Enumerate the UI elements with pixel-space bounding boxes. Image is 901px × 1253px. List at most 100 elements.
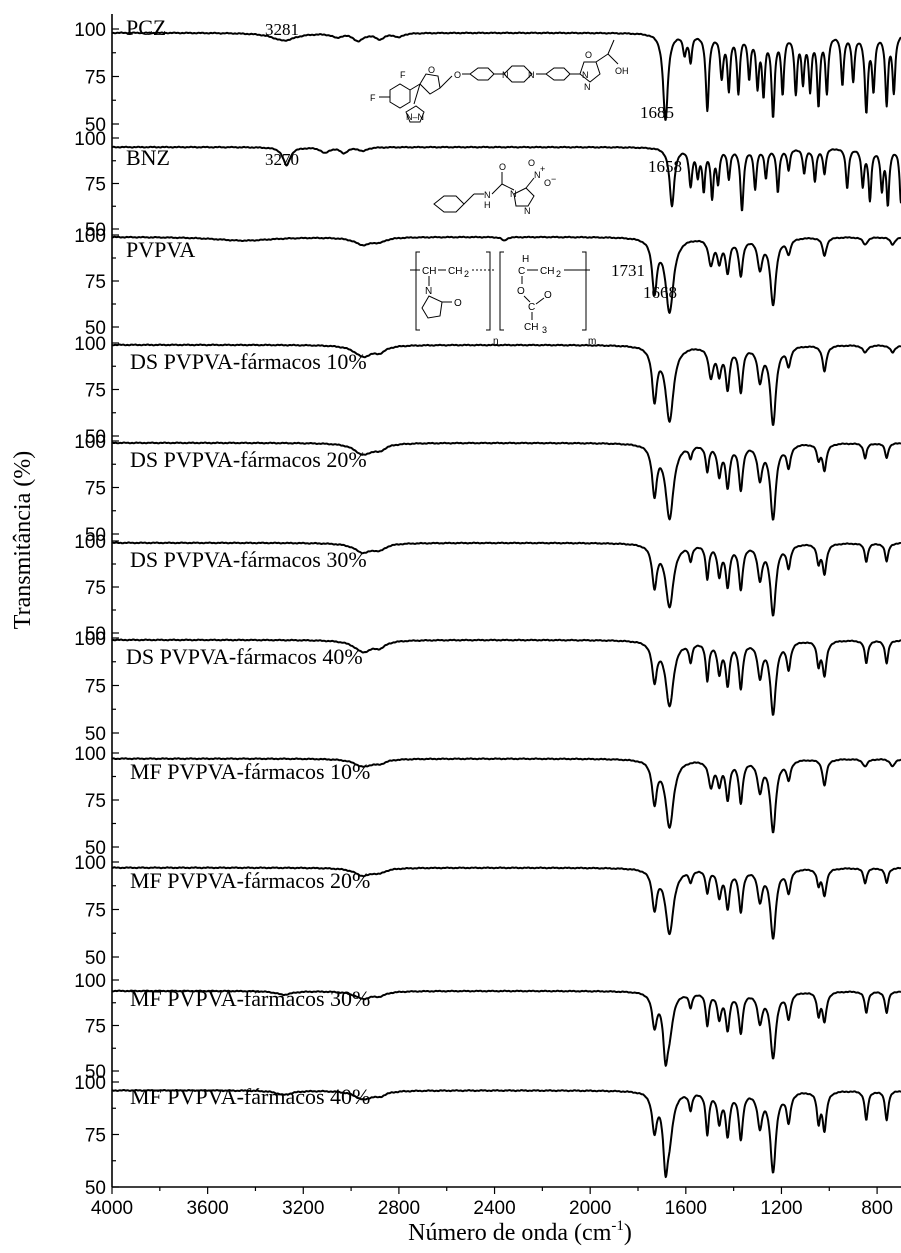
svg-text:N: N: [534, 170, 541, 180]
svg-text:N: N: [425, 286, 432, 297]
x-tick-label: 3600: [186, 1198, 228, 1219]
svg-text:N: N: [510, 189, 517, 199]
panel-8: 50 75 100 MF PVPVA-fármacos 10%: [74, 744, 901, 859]
panel-1: 50 75 100 PCZ 3281 1685: [74, 15, 901, 136]
peak-annotation: 1668: [643, 283, 677, 302]
panel-6: 50 75 100 DS PVPVA-fármacos 30%: [74, 532, 901, 645]
svg-text:N: N: [528, 70, 535, 80]
y-tick-label: 50: [85, 1062, 106, 1083]
svg-text:C: C: [528, 302, 535, 313]
spectrum-line: [111, 441, 901, 521]
y-tick-label: 75: [85, 578, 106, 599]
y-tick-label: 75: [85, 175, 106, 196]
y-tick-label: 75: [85, 677, 106, 698]
svg-text:O: O: [454, 298, 462, 309]
y-tick-label: 50: [85, 220, 106, 241]
series-label: MF PVPVA-fármacos 10%: [130, 759, 370, 784]
svg-text:CH: CH: [422, 266, 436, 277]
series-label: MF PVPVA-fármacos 40%: [130, 1084, 370, 1109]
spectrum-line: [111, 866, 901, 940]
svg-text:m: m: [588, 336, 596, 347]
peak-annotation: 3270: [265, 150, 299, 169]
peak-annotation: 1685: [640, 103, 674, 122]
x-tick-label: 2400: [473, 1198, 515, 1219]
series-label: MF PVPVA-fármacos 30%: [130, 986, 370, 1011]
svg-text:N: N: [582, 70, 589, 80]
svg-text:2: 2: [556, 269, 561, 279]
x-tick-label: 1600: [665, 1198, 707, 1219]
spectrum-line: [111, 541, 901, 617]
y-tick-label: 100: [74, 334, 106, 355]
y-axis-title: Transmitância (%): [10, 451, 36, 629]
x-tick-label: 800: [861, 1198, 893, 1219]
series-label: DS PVPVA-fármacos 40%: [126, 644, 363, 669]
svg-text:2: 2: [464, 269, 469, 279]
series-label: PCZ: [126, 15, 166, 40]
y-tick-label: 100: [74, 532, 106, 553]
svg-text:O: O: [544, 290, 552, 301]
y-tick-label: 50: [85, 427, 106, 448]
series-label: MF PVPVA-fármacos 20%: [130, 868, 370, 893]
bnz-structure: N H O N N N + O − O: [433, 158, 556, 216]
y-tick-label: 75: [85, 381, 106, 402]
y-tick-label: 50: [85, 624, 106, 645]
y-tick-label: 75: [85, 479, 106, 500]
x-tick-label: 1200: [760, 1198, 802, 1219]
y-tick-label: 75: [85, 1126, 106, 1147]
svg-text:N: N: [502, 70, 509, 80]
spectrum-line: [111, 989, 901, 1067]
x-tick-label: 2800: [378, 1198, 420, 1219]
y-tick-label: 75: [85, 791, 106, 812]
panel-5: 50 75 100 DS PVPVA-fármacos 20%: [74, 432, 901, 546]
y-tick-label: 50: [85, 948, 106, 969]
svg-text:3: 3: [542, 325, 547, 335]
spectrum-line: [111, 235, 901, 314]
y-tick-label: 100: [74, 432, 106, 453]
y-tick-label: 100: [74, 744, 106, 765]
spectrum-line: [111, 343, 901, 426]
svg-text:H: H: [484, 200, 491, 210]
y-tick-label: 75: [85, 68, 106, 89]
svg-text:O: O: [428, 65, 435, 75]
y-tick-label: 100: [74, 971, 106, 992]
svg-text:N: N: [584, 82, 591, 92]
pcz-structure: F F O N–N O N N O N N OH: [370, 39, 629, 123]
svg-text:N: N: [524, 206, 531, 216]
x-tick-label: 4000: [91, 1198, 133, 1219]
svg-text:O: O: [544, 178, 551, 188]
y-tick-label: 50: [85, 525, 106, 546]
y-tick-label: 75: [85, 1017, 106, 1038]
y-tick-label: 75: [85, 901, 106, 922]
y-tick-label: 50: [85, 724, 106, 745]
panel-11: 50 75 100 MF PVPVA-fármacos 40%: [74, 1073, 901, 1199]
svg-text:+: +: [540, 164, 545, 174]
y-tick-label: 50: [85, 318, 106, 339]
y-tick-label: 50: [85, 838, 106, 859]
series-label: PVPVA: [126, 237, 195, 262]
series-label: BNZ: [126, 145, 170, 170]
peak-annotation: 1731: [611, 261, 645, 280]
svg-text:−: −: [551, 174, 556, 184]
svg-text:CH: CH: [540, 266, 554, 277]
y-tick-label: 75: [85, 272, 106, 293]
panels: 50 75 100 PCZ 3281 1685 50 75 100 BNZ 3270 1658 50 75…: [74, 15, 901, 1199]
panel-10: 50 75 100 MF PVPVA-fármacos 30%: [74, 971, 901, 1083]
svg-text:O: O: [517, 286, 525, 297]
y-tick-label: 100: [74, 1073, 106, 1094]
peak-annotation: 3281: [265, 20, 299, 39]
y-tick-label: 50: [85, 115, 106, 136]
y-tick-label: 50: [85, 1178, 106, 1199]
axes: 4000 3600 3200 2800 2400 2000 1600 1200 800: [91, 14, 901, 1219]
series-label: DS PVPVA-fármacos 10%: [130, 349, 367, 374]
series-label: DS PVPVA-fármacos 30%: [130, 547, 367, 572]
svg-text:OH: OH: [615, 66, 629, 76]
svg-text:N: N: [484, 190, 491, 200]
y-tick-label: 100: [74, 20, 106, 41]
y-tick-label: 100: [74, 629, 106, 650]
svg-text:n: n: [493, 336, 499, 347]
x-tick-label: 3200: [282, 1198, 324, 1219]
panel-7: 50 75 100 DS PVPVA-fármacos 40%: [74, 629, 901, 745]
svg-text:O: O: [454, 70, 461, 80]
y-tick-label: 100: [74, 853, 106, 874]
